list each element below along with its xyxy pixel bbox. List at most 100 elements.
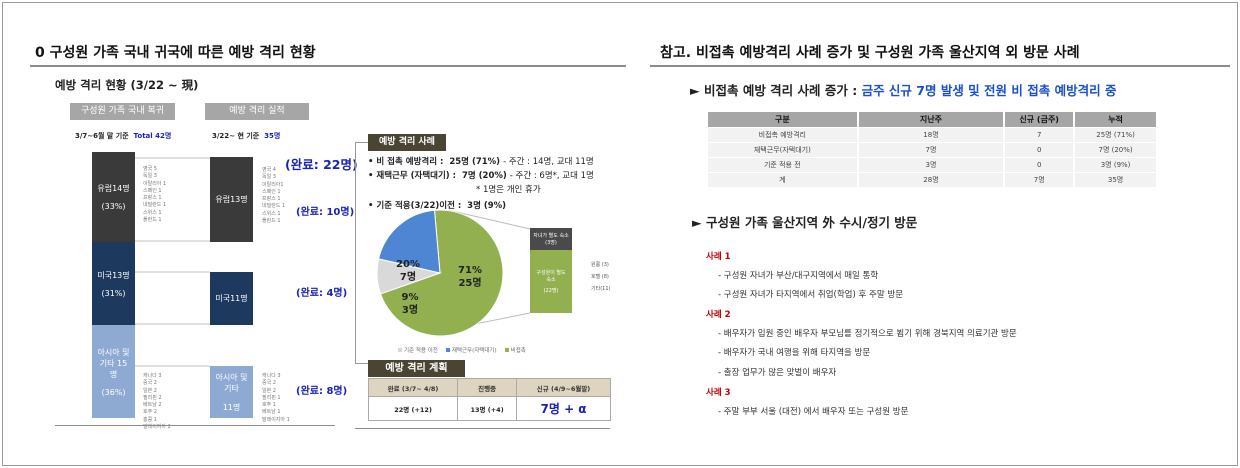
- case1-label: 사례 1: [706, 252, 731, 262]
- connector: [135, 365, 210, 367]
- legend-label: 비접촉: [510, 348, 526, 354]
- country-count: 일본 2: [143, 387, 157, 394]
- country-count: 영국 5: [143, 166, 157, 172]
- country-count: 독일 3: [143, 173, 157, 180]
- table-row: 비접촉 예방격리 18명 7 25명 (71%): [708, 127, 1158, 143]
- pie-data-label: 20%: [396, 259, 420, 270]
- country-count: 이탈리아 1: [143, 180, 167, 187]
- plan-val-done: 22명 (+12): [367, 396, 459, 421]
- case1-item: - 구성원 자녀가 타지역에서 취업(학업) 후 주말 방문: [718, 290, 904, 300]
- bar-asia-return: 아시아 및 기타 15명 (36%): [92, 325, 135, 418]
- country-count: 네덜란드 1: [143, 202, 167, 209]
- return-header: 구성원 가족 국내 복귀: [70, 103, 175, 120]
- table-row: 기준 적용 전 3명 0 3명 (9%): [708, 157, 1158, 173]
- legend-item: 기준 적용 이전: [398, 346, 438, 354]
- table-header-row: 구분 지난주 신규 (금주) 누적: [708, 112, 1158, 128]
- asia-result-list: 캐나다 3 중국 2 일본 2 필리핀 1 호주 1 베트남 1 말레이지아 1: [262, 373, 290, 424]
- country-count: 영국 4: [262, 167, 276, 173]
- table-cell: 계: [708, 172, 859, 188]
- case2-item: - 배우자가 국내 여행을 위해 타지역을 방문: [718, 348, 871, 358]
- table-cell: 28명: [857, 172, 1006, 188]
- legend-swatch: [504, 348, 509, 352]
- zoom-line-bottom: [469, 312, 531, 326]
- result-basis: 3/22~ 현 기준 35명: [212, 132, 281, 140]
- table-cell: 0: [1004, 157, 1076, 173]
- column-header: 누적: [1074, 112, 1158, 128]
- plan-table: 완료 (3/7~ 4/8) 진행중 신규 (4/9~6월말) 22명 (+12) 13…: [367, 378, 611, 421]
- country-count: 베트남 1: [262, 409, 281, 416]
- pie-chart: 71%25명 9%3명 20%7명: [376, 209, 531, 337]
- country-count: 독일 3: [262, 174, 276, 181]
- bar-member-lodging: 구성원이 별도 숙소 (22명): [530, 250, 572, 313]
- country-count: 필리핀 2: [143, 394, 162, 401]
- connector: [135, 240, 210, 242]
- connector: [135, 323, 210, 325]
- country-count: 일본 2: [262, 387, 276, 394]
- table-row: 재택근무(자택대기) 7명 0 7명 (20%): [708, 142, 1158, 158]
- country-count: 스위스 1: [262, 210, 281, 217]
- country-count: 호주 2: [143, 409, 157, 416]
- return-basis: 3/7~6월 말 기준 Total 42명: [75, 132, 172, 140]
- plan-col-new: 신규 (4/9~6월말): [516, 378, 611, 397]
- country-count: 네덜란드 1: [262, 203, 286, 210]
- table-row: 계 28명 7명 35명: [708, 172, 1158, 188]
- table-cell: 3명 (9%): [1074, 157, 1158, 173]
- bottom-divider: [55, 425, 335, 426]
- pie-data-label: 25명: [458, 276, 481, 289]
- pie-data-label: 9%: [402, 292, 419, 303]
- pie-slice: [379, 209, 504, 337]
- column-header: 지난주: [857, 112, 1006, 128]
- legend-swatch: [445, 348, 450, 352]
- title-divider: [30, 65, 626, 67]
- country-count: 프랑스 1: [262, 196, 281, 203]
- country-count: 캐나다 3: [262, 373, 281, 379]
- country-count: 홍콩 1: [143, 416, 157, 423]
- bar-europe-result: 유럽13명: [210, 157, 253, 242]
- country-count: 호텔 (8): [591, 274, 609, 280]
- country-count: 캐나다 3: [143, 373, 162, 379]
- connector: [135, 157, 210, 159]
- country-count: 베트남 2: [143, 402, 162, 409]
- table-cell: 7명 (20%): [1074, 142, 1158, 158]
- bracket-line: [355, 142, 368, 364]
- table-cell: 7: [1004, 127, 1076, 143]
- table-cell: 18명: [857, 127, 1006, 143]
- plan-val-new: 7명 + α: [516, 396, 611, 421]
- country-count: 기타(11): [591, 286, 611, 292]
- pie-data-label: 7명: [400, 270, 416, 283]
- lodging-breakdown: 원룸 (3) 호텔 (8) 기타(11): [591, 259, 610, 295]
- bottom-divider: [355, 428, 610, 429]
- legend-label: 재택근무(자택대기): [451, 348, 497, 354]
- pie-slice: [378, 209, 441, 274]
- country-count: 폴란드 1: [143, 217, 162, 224]
- country-count: 말레이지아 1: [262, 416, 290, 423]
- table-cell: 3명: [857, 157, 1006, 173]
- visit-heading: ► 구성원 가족 울산지역 外 수시/정기 방문: [692, 215, 918, 230]
- bar-us-return: 미국13명 (31%): [92, 242, 135, 325]
- country-count: 프랑스 1: [143, 195, 162, 202]
- case1-item: - 구성원 자녀가 부산/대구지역에서 매일 통학: [718, 271, 879, 281]
- asia-return-list: 캐나다 3 중국 2 일본 2 필리핀 2 베트남 2 호주 2 홍콩 1 말레이지아 2: [143, 373, 171, 431]
- plan-val-ongoing: 13명 (+4): [457, 396, 518, 421]
- table-cell: 재택근무(자택대기): [708, 142, 859, 158]
- table-cell: 기준 적용 전: [708, 157, 859, 173]
- case2-label: 사례 2: [706, 310, 731, 320]
- result-header: 예방 격리 실적: [205, 103, 309, 120]
- connector: [135, 271, 210, 273]
- country-count: 원룸 (3): [591, 262, 609, 268]
- bullet-before-criteria: • 기준 적용(3/22)이전 : 3명 (9%): [368, 201, 507, 211]
- pie-data-label: 3명: [402, 303, 418, 316]
- country-count: 호주 1: [262, 402, 276, 409]
- legend-item: 비접촉: [504, 346, 526, 354]
- homework-note: * 1명은 개인 휴가: [476, 185, 541, 195]
- bar-europe-return: 유럽14명 (33%): [92, 152, 135, 242]
- done-us: (완료: 4명): [296, 288, 348, 299]
- plan-col-done: 완료 (3/7~ 4/8): [367, 378, 459, 397]
- legend-swatch: [398, 348, 402, 352]
- subtitle: 예방 격리 현황 (3/22 ~ 現): [55, 78, 199, 92]
- country-count: 필리핀 1: [262, 394, 281, 401]
- plan-header: 예방 격리 계획: [368, 360, 465, 377]
- table-cell: 7명: [857, 142, 1006, 158]
- legend-label: 기준 적용 이전: [404, 348, 438, 354]
